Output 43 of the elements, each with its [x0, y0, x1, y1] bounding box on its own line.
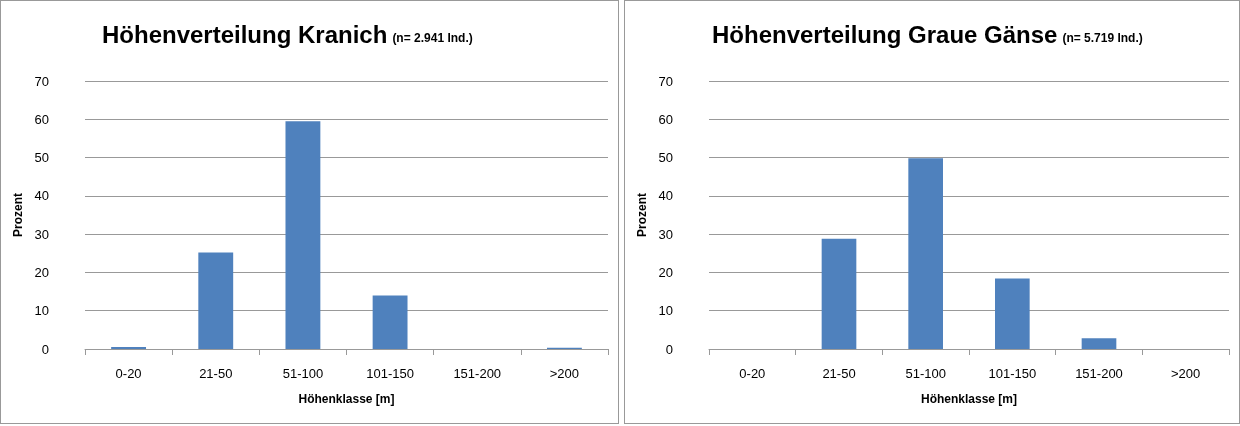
chart-title: Höhenverteilung Kranich — [102, 20, 388, 48]
x-tick-label: 51-100 — [905, 366, 946, 381]
chart-subtitle: (n= 5.719 Ind.) — [1062, 31, 1143, 45]
x-tick-label: 101-150 — [366, 366, 414, 381]
x-tick-label: 151-200 — [453, 366, 502, 381]
y-tick-label: 60 — [34, 111, 49, 127]
y-tick-label: 50 — [34, 150, 49, 166]
y-tick-label: 0 — [665, 341, 673, 357]
y-tick-label: 30 — [658, 226, 673, 242]
x-tick-label: 101-150 — [988, 366, 1037, 381]
y-tick-label: 50 — [658, 150, 673, 166]
y-tick-label: 70 — [34, 73, 49, 89]
x-tick-label: 151-200 — [1075, 366, 1123, 381]
bar — [995, 278, 1030, 349]
x-axis-title: Höhenklasse [m] — [298, 392, 395, 406]
y-tick-label: 0 — [41, 341, 49, 357]
y-tick-label: 30 — [34, 226, 49, 242]
y-tick-label: 40 — [34, 188, 49, 204]
x-axis-title: Höhenklasse [m] — [920, 392, 1018, 406]
y-tick-label: 40 — [658, 188, 673, 204]
x-tick-label: >200 — [549, 366, 580, 381]
y-tick-label: 20 — [34, 264, 49, 280]
chart-title: Höhenverteilung Graue Gänse — [712, 20, 1058, 48]
x-tick-label: 21-50 — [199, 366, 233, 381]
x-tick-label: 0-20 — [739, 366, 766, 381]
bar — [372, 295, 408, 349]
bar — [198, 252, 234, 349]
x-tick-label: 51-100 — [282, 366, 324, 381]
x-tick-label: 0-20 — [115, 366, 142, 381]
y-tick-label: 70 — [658, 73, 673, 89]
y-tick-label: 10 — [34, 303, 49, 319]
y-tick-label: 20 — [658, 264, 673, 280]
x-tick-label: >200 — [1171, 366, 1201, 381]
chart-subtitle: (n= 2.941 Ind.) — [392, 31, 473, 45]
y-axis-title: Prozent — [10, 192, 25, 238]
x-tick-label: 21-50 — [822, 366, 856, 381]
bar — [908, 158, 943, 349]
bar — [1081, 338, 1117, 349]
bar — [285, 121, 321, 349]
y-axis-title: Prozent — [634, 192, 649, 238]
y-tick-label: 60 — [658, 111, 673, 127]
bar — [821, 238, 857, 349]
y-tick-label: 10 — [658, 303, 673, 319]
